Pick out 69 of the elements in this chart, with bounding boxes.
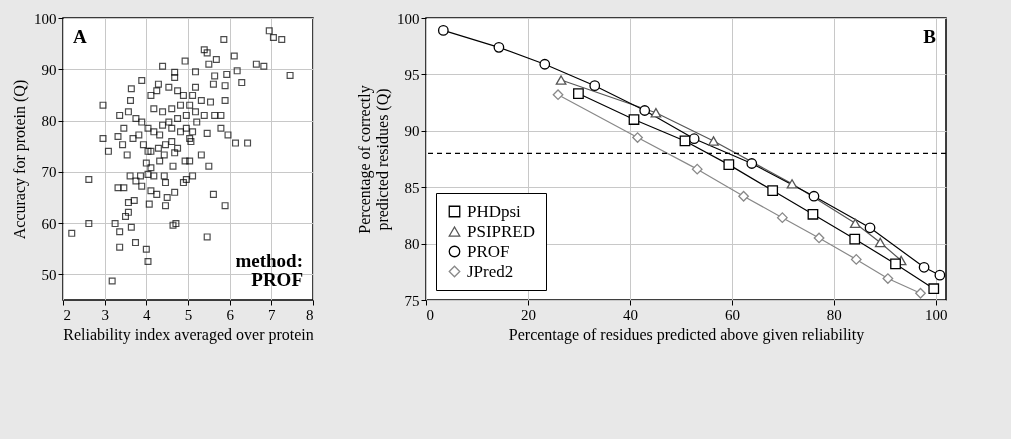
point [813,232,825,244]
point [874,237,886,248]
x-tick-label: 40 [622,306,638,323]
y-tick-label: 100 [397,10,420,27]
point [864,222,876,234]
x-tick-label: 20 [520,306,536,323]
x-tick-label: 0 [426,306,434,323]
point [808,190,820,202]
point [776,212,788,224]
point [691,163,703,175]
point [849,233,861,245]
legend-label: PHDpsi [467,201,522,221]
x-tick-label: 4 [143,306,152,323]
point [539,58,551,70]
point [786,179,798,189]
y-axis-title: Accuracy for protein (Q) [11,79,29,240]
point [555,75,567,85]
y-tick-label: 100 [34,10,57,27]
point [915,287,926,299]
x-tick-label: 8 [306,306,314,323]
point [890,258,901,270]
point [918,261,930,273]
y-tick-label: 90 [41,61,57,78]
legend-label: PSIPRED [467,221,536,241]
point [632,132,643,143]
y-tick-label: 80 [404,236,420,253]
y-tick-label: 90 [404,123,420,140]
point [650,107,662,118]
x-axis-title: Reliability index averaged over protein [63,325,314,344]
y-tick-label: 60 [41,215,57,232]
y-tick-label: 75 [404,292,420,309]
point [849,218,861,229]
x-tick-label: 6 [226,306,235,323]
y-tick-label: 95 [404,66,420,83]
point [639,105,651,116]
point [850,254,862,265]
x-tick-label: 7 [268,306,277,323]
annotation: B [923,26,937,47]
legend-label: JPred2 [467,261,514,281]
y-tick-label: 70 [41,164,57,181]
point [589,80,601,92]
x-tick-label: 5 [184,306,193,323]
annotation: method: PROF [235,250,303,290]
point [767,185,779,196]
x-tick-label: 60 [724,306,740,323]
point [573,88,584,99]
annotation: A [73,26,87,47]
y-tick-label: 85 [404,179,420,196]
x-tick-label: 2 [63,306,71,323]
point [493,41,505,53]
x-axis-title: Percentage of residues predicted above given reliability [508,325,865,344]
point [552,89,564,101]
y-tick-label: 50 [41,266,57,283]
point [723,159,735,171]
point [882,273,894,284]
x-tick-label: 80 [826,306,842,323]
x-tick-label: 3 [101,306,109,323]
point [934,269,946,281]
y-tick-label: 80 [41,113,57,130]
point [738,190,749,202]
point [708,136,719,146]
point [628,114,640,125]
point [928,283,940,295]
point [746,158,758,169]
point [807,208,819,220]
legend-label: PROF [467,241,510,261]
point [437,25,449,36]
x-tick-label: 100 [925,306,948,323]
y-axis-title: Percentage of correctly predicted residues (Q) [356,85,392,234]
